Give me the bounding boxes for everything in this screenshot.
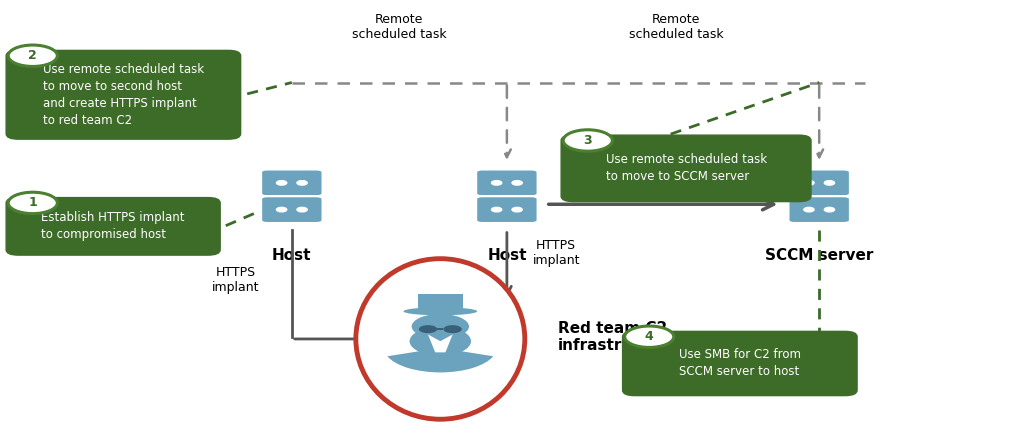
Text: Use remote scheduled task
to move to second host
and create HTTPS implant
to red: Use remote scheduled task to move to sec… [43,63,204,127]
Circle shape [297,207,307,212]
Circle shape [276,181,287,185]
Text: Host: Host [487,248,526,263]
Text: 2: 2 [29,49,37,62]
Ellipse shape [355,259,524,419]
Text: 3: 3 [584,134,592,147]
FancyBboxPatch shape [476,169,538,196]
Text: Red team C2
infrastructure: Red team C2 infrastructure [558,321,679,353]
Text: 1: 1 [29,196,37,210]
FancyBboxPatch shape [788,196,850,223]
Text: Remote
scheduled task: Remote scheduled task [629,13,723,41]
Text: Remote
scheduled task: Remote scheduled task [352,13,446,41]
Circle shape [804,181,814,185]
Circle shape [625,326,674,347]
Text: SMB C2: SMB C2 [639,192,686,205]
FancyBboxPatch shape [261,196,323,223]
Circle shape [492,181,502,185]
Wedge shape [387,348,494,372]
FancyBboxPatch shape [418,294,463,311]
Circle shape [412,314,469,339]
FancyBboxPatch shape [437,328,443,330]
Circle shape [276,207,287,212]
FancyBboxPatch shape [261,169,323,196]
Polygon shape [428,334,453,352]
Circle shape [297,181,307,185]
Circle shape [492,207,502,212]
Text: Use remote scheduled task
to move to SCCM server: Use remote scheduled task to move to SCC… [605,153,767,183]
FancyBboxPatch shape [623,331,857,396]
Circle shape [804,207,814,212]
Text: Use SMB for C2 from
SCCM server to host: Use SMB for C2 from SCCM server to host [679,348,801,379]
FancyBboxPatch shape [476,196,538,223]
FancyBboxPatch shape [6,198,220,255]
Circle shape [824,207,835,212]
Circle shape [512,181,522,185]
Text: HTTPS
implant: HTTPS implant [532,239,580,267]
FancyBboxPatch shape [788,169,850,196]
FancyBboxPatch shape [561,135,811,202]
Circle shape [824,181,835,185]
Text: Host: Host [272,248,311,263]
Text: Establish HTTPS implant
to compromised host: Establish HTTPS implant to compromised h… [41,211,185,241]
Circle shape [8,45,57,66]
Circle shape [8,192,57,214]
Text: 4: 4 [645,330,653,343]
Circle shape [563,130,612,151]
Text: HTTPS
implant: HTTPS implant [212,266,259,294]
Circle shape [443,325,462,333]
Ellipse shape [403,307,477,315]
Text: SCCM server: SCCM server [765,248,873,263]
Circle shape [512,207,522,212]
Circle shape [419,325,437,333]
Ellipse shape [410,326,471,356]
FancyBboxPatch shape [6,50,241,139]
